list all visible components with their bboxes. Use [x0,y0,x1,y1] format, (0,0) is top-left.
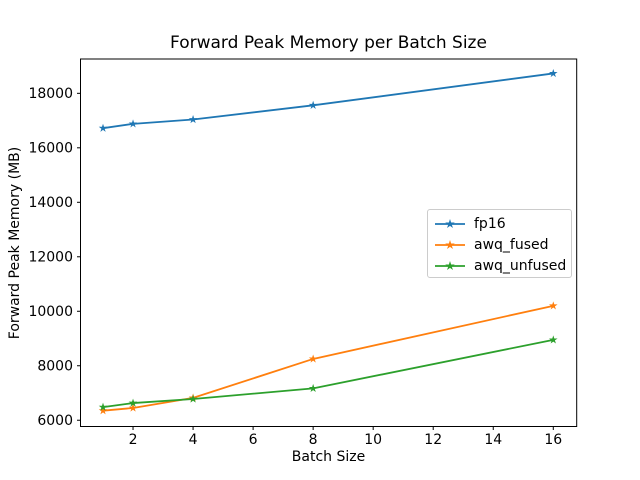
x-tick-label: 12 [424,432,442,448]
marker-icon-awq_unfused [128,398,138,407]
x-tick-label: 14 [484,432,502,448]
marker-icon-awq_unfused [549,335,558,344]
marker-icon-fp16 [98,123,108,132]
marker-icon-awq_unfused [188,394,198,403]
y-axis-label: Forward Peak Memory (MB) [7,146,23,340]
y-tick-label: 8000 [37,359,73,375]
legend-label: awq_unfused [474,258,567,275]
marker-icon-awq_fused [128,403,138,412]
marker-icon-awq_fused [549,301,558,310]
x-tick-label: 10 [364,432,382,448]
legend-entry-fp16: fp16 [434,214,571,234]
axes-spines [80,58,578,427]
marker-icon-awq_unfused [308,383,318,392]
y-tick-label: 12000 [28,250,73,266]
x-axis-label: Batch Size [291,449,366,465]
series-line-awq_unfused [102,338,555,409]
marker-icon-awq_unfused [98,402,108,411]
marker-icon-fp16 [308,100,318,109]
x-tick-label: 16 [544,432,562,448]
x-tick-label: 2 [129,432,138,448]
y-tick-label: 10000 [28,304,73,320]
legend-label: awq_fused [474,236,549,253]
marker-icon-awq_fused [308,354,318,363]
x-tick-label: 6 [249,432,258,448]
x-tick-label: 4 [189,432,198,448]
legend: fp16 awq_fused awq_unfused [427,209,572,278]
marker-icon-awq_fused [98,406,108,415]
marker-icon-fp16 [188,114,198,124]
line-sample-icon [435,218,465,228]
legend-entry-awq-unfused: awq_unfused [434,256,571,276]
legend-label: fp16 [474,215,506,232]
y-tick-label: 6000 [37,413,73,429]
marker-icon-fp16 [128,119,138,128]
marker-icon-fp16 [549,68,558,78]
line-sample-icon [435,261,465,271]
series-line-awq_fused [102,304,555,412]
chart-title: Forward Peak Memory per Batch Size [170,33,487,53]
y-tick-label: 16000 [28,141,73,157]
x-tick-label: 8 [309,432,318,448]
line-sample-icon [435,239,465,250]
legend-entry-awq-fused: awq_fused [434,235,571,255]
y-tick-label: 18000 [28,86,73,102]
series-line-fp16 [102,72,555,130]
y-tick-label: 14000 [28,195,73,211]
